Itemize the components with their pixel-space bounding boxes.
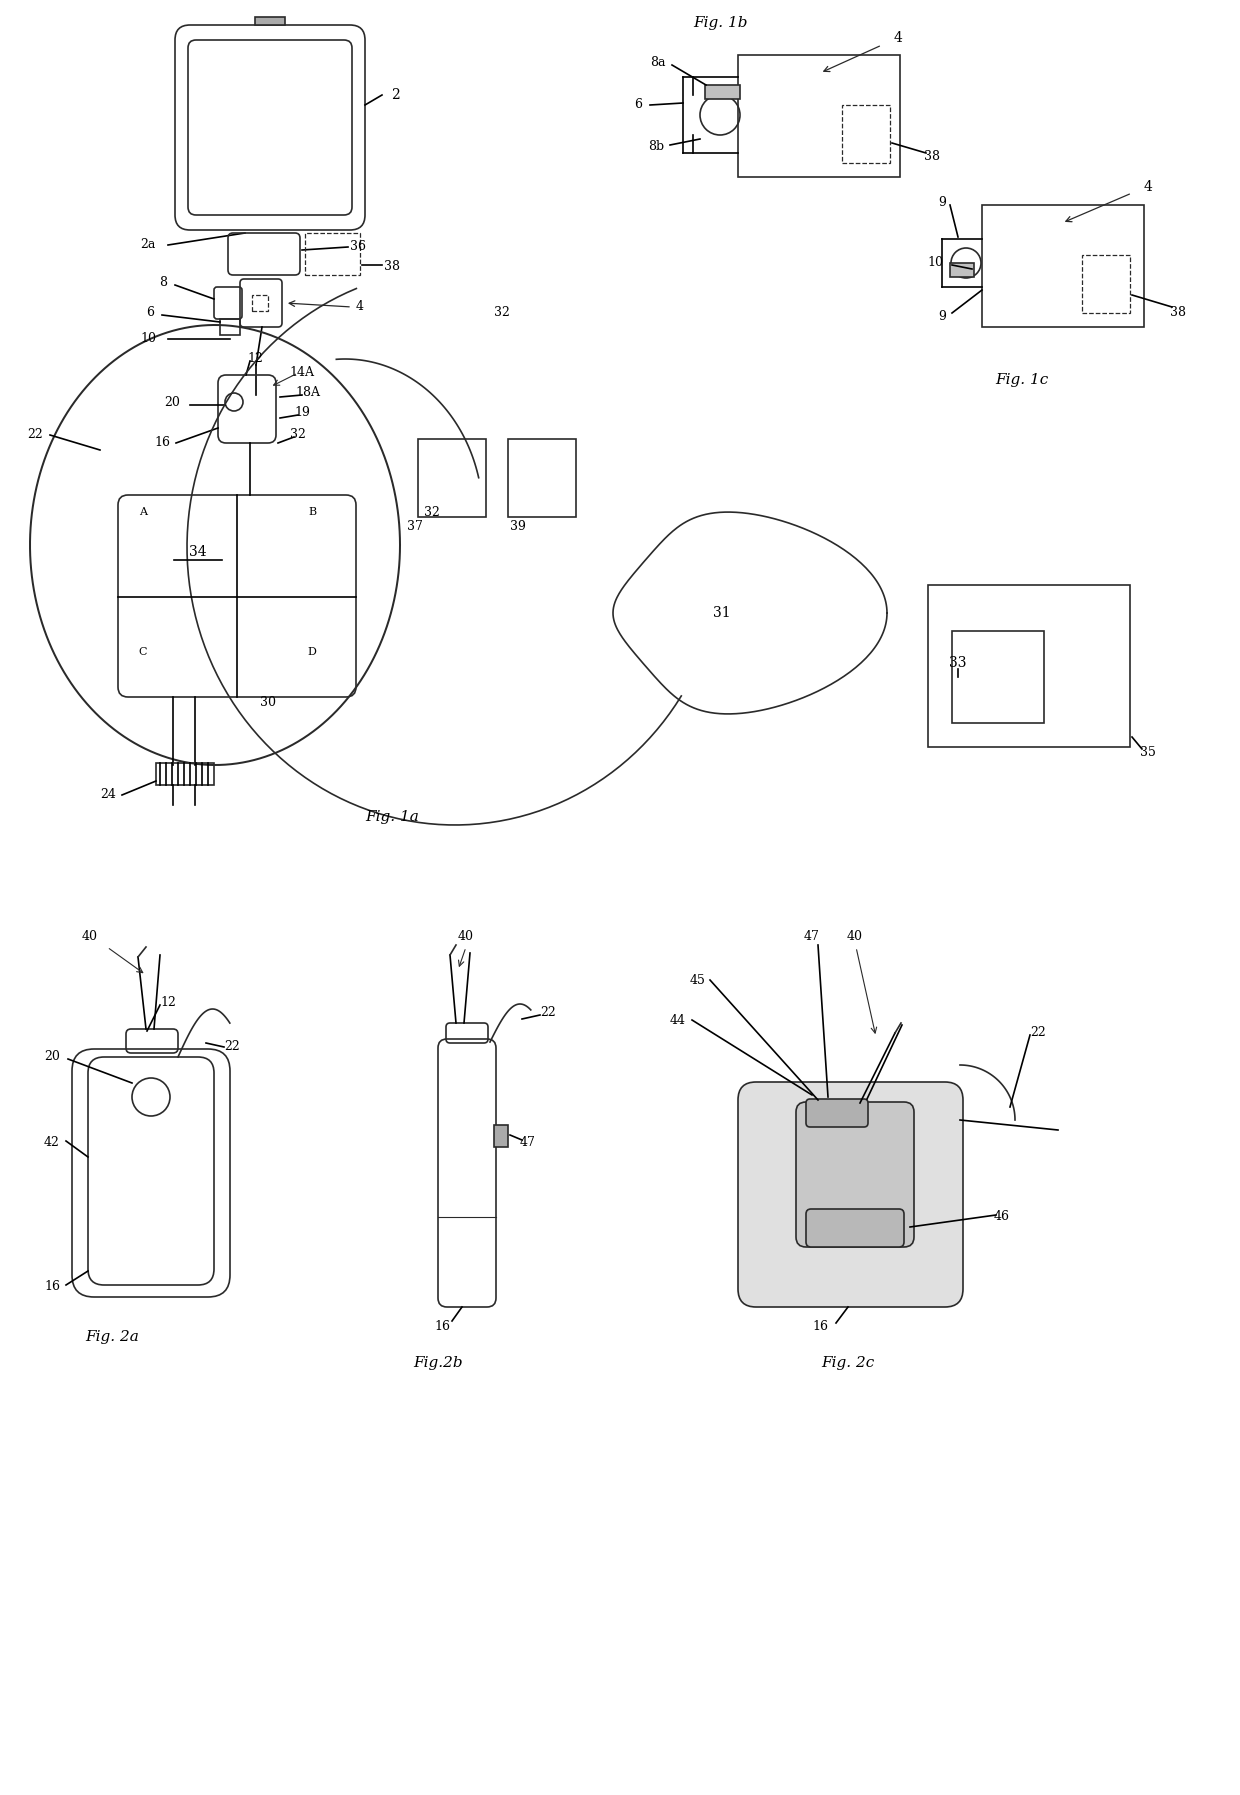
Text: 4: 4 [1143, 180, 1152, 194]
Text: 32: 32 [494, 307, 510, 320]
Text: 4: 4 [356, 300, 365, 314]
Text: C: C [139, 646, 148, 657]
Text: 19: 19 [294, 406, 310, 420]
Text: 9: 9 [939, 311, 946, 323]
Bar [494, 1125, 508, 1147]
Text: 6: 6 [634, 99, 642, 111]
Text: 30: 30 [260, 695, 277, 709]
Text: 18A: 18A [295, 386, 320, 400]
Text: 10: 10 [140, 332, 156, 345]
Text: 47: 47 [520, 1136, 536, 1149]
Text: 47: 47 [804, 930, 820, 944]
Bar [928, 585, 1130, 747]
Text: 8: 8 [159, 276, 167, 289]
Text: A: A [139, 506, 148, 517]
Text: 20: 20 [45, 1050, 60, 1063]
Text: Fig. 1a: Fig. 1a [365, 810, 419, 824]
Text: 34: 34 [190, 546, 207, 558]
Circle shape [756, 1090, 779, 1111]
Text: Fig. 1b: Fig. 1b [693, 16, 748, 31]
Text: 37: 37 [407, 521, 423, 533]
FancyBboxPatch shape [806, 1099, 868, 1127]
Text: 22: 22 [27, 429, 43, 442]
Circle shape [756, 1134, 779, 1156]
Text: 4: 4 [894, 31, 903, 45]
Bar [706, 84, 740, 99]
Text: 12: 12 [160, 996, 176, 1009]
Text: 38: 38 [384, 260, 401, 273]
Text: 33: 33 [950, 655, 967, 670]
Text: 22: 22 [1030, 1027, 1045, 1039]
Text: 16: 16 [434, 1321, 450, 1334]
Text: 16: 16 [154, 436, 170, 449]
Text: 16: 16 [812, 1321, 828, 1334]
Text: D: D [308, 646, 316, 657]
FancyBboxPatch shape [796, 1102, 914, 1248]
Text: 32: 32 [424, 506, 440, 519]
Text: 46: 46 [994, 1210, 1011, 1224]
Text: Fig. 2c: Fig. 2c [821, 1355, 874, 1370]
Text: 40: 40 [847, 930, 863, 944]
Bar [255, 16, 285, 25]
Text: 20: 20 [164, 397, 180, 409]
Text: 40: 40 [82, 930, 98, 944]
Text: 45: 45 [691, 973, 706, 987]
Text: 35: 35 [1140, 747, 1156, 759]
Text: 44: 44 [670, 1014, 686, 1027]
Text: Fig. 2a: Fig. 2a [86, 1330, 139, 1344]
Text: 31: 31 [713, 607, 730, 619]
Text: 6: 6 [146, 307, 154, 320]
Bar [952, 632, 1044, 723]
Bar [252, 294, 268, 311]
FancyBboxPatch shape [806, 1210, 904, 1248]
Text: 40: 40 [458, 930, 474, 944]
Bar [1083, 255, 1130, 312]
Text: 38: 38 [924, 151, 940, 163]
Bar [219, 320, 241, 336]
Text: 42: 42 [45, 1136, 60, 1149]
Text: 2a: 2a [140, 239, 156, 251]
Bar [305, 233, 360, 275]
Text: 24: 24 [100, 788, 115, 802]
Text: 38: 38 [1171, 307, 1185, 320]
Text: 32: 32 [290, 429, 306, 442]
Text: B: B [308, 506, 316, 517]
Bar [950, 264, 973, 276]
Text: 10: 10 [928, 255, 942, 269]
Text: 22: 22 [541, 1007, 556, 1020]
Bar [842, 104, 890, 163]
Bar [418, 440, 486, 517]
Text: 16: 16 [43, 1280, 60, 1294]
Text: 36: 36 [350, 241, 366, 253]
Text: 8b: 8b [649, 140, 665, 154]
Circle shape [756, 1179, 779, 1201]
Text: 39: 39 [510, 521, 526, 533]
Text: 9: 9 [939, 196, 946, 208]
Bar [738, 56, 900, 178]
Text: Fig. 1c: Fig. 1c [996, 373, 1049, 388]
Text: 12: 12 [247, 352, 263, 364]
Text: 22: 22 [224, 1041, 239, 1054]
Text: Fig.2b: Fig.2b [413, 1355, 463, 1370]
Circle shape [756, 1226, 779, 1248]
Text: 14A: 14A [289, 366, 315, 379]
Bar [982, 205, 1145, 327]
Text: 2: 2 [391, 88, 399, 102]
Bar [156, 763, 215, 784]
Bar [508, 440, 577, 517]
Text: 8a: 8a [650, 56, 666, 70]
FancyBboxPatch shape [738, 1082, 963, 1307]
